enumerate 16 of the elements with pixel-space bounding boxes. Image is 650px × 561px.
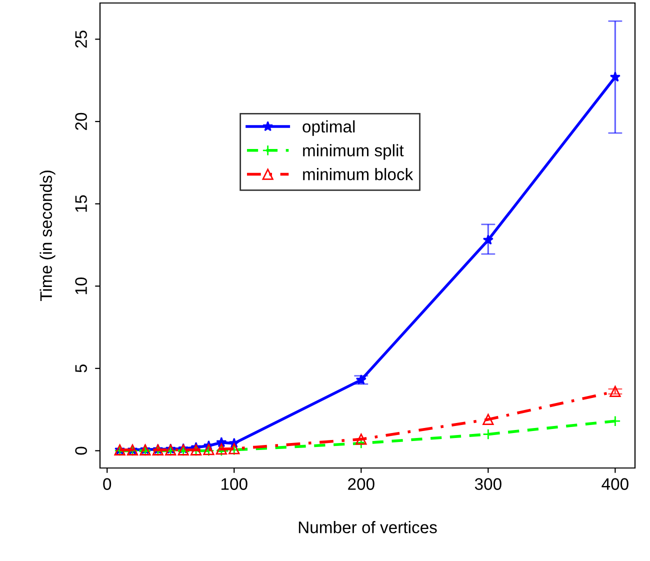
y-tick-label: 10 bbox=[75, 277, 87, 294]
x-axis-title: Number of vertices bbox=[298, 521, 437, 534]
y-tick-label: 5 bbox=[75, 364, 87, 372]
x-tick-label: 0 bbox=[103, 478, 112, 490]
x-tick-label: 400 bbox=[602, 478, 628, 490]
y-tick-label: 15 bbox=[75, 195, 87, 212]
x-tick-label: 100 bbox=[222, 478, 248, 490]
x-tick-label: 200 bbox=[348, 478, 374, 490]
legend-label: minimum split bbox=[303, 144, 404, 160]
y-tick-label: 25 bbox=[75, 30, 87, 48]
legend-label: optimal bbox=[302, 120, 355, 136]
y-tick-label: 0 bbox=[75, 446, 87, 455]
legend-label: minimum block bbox=[303, 168, 414, 180]
y-axis-title: Time (in seconds) bbox=[40, 170, 56, 302]
x-tick-label: 300 bbox=[474, 478, 502, 490]
y-tick-label: 20 bbox=[75, 112, 87, 130]
